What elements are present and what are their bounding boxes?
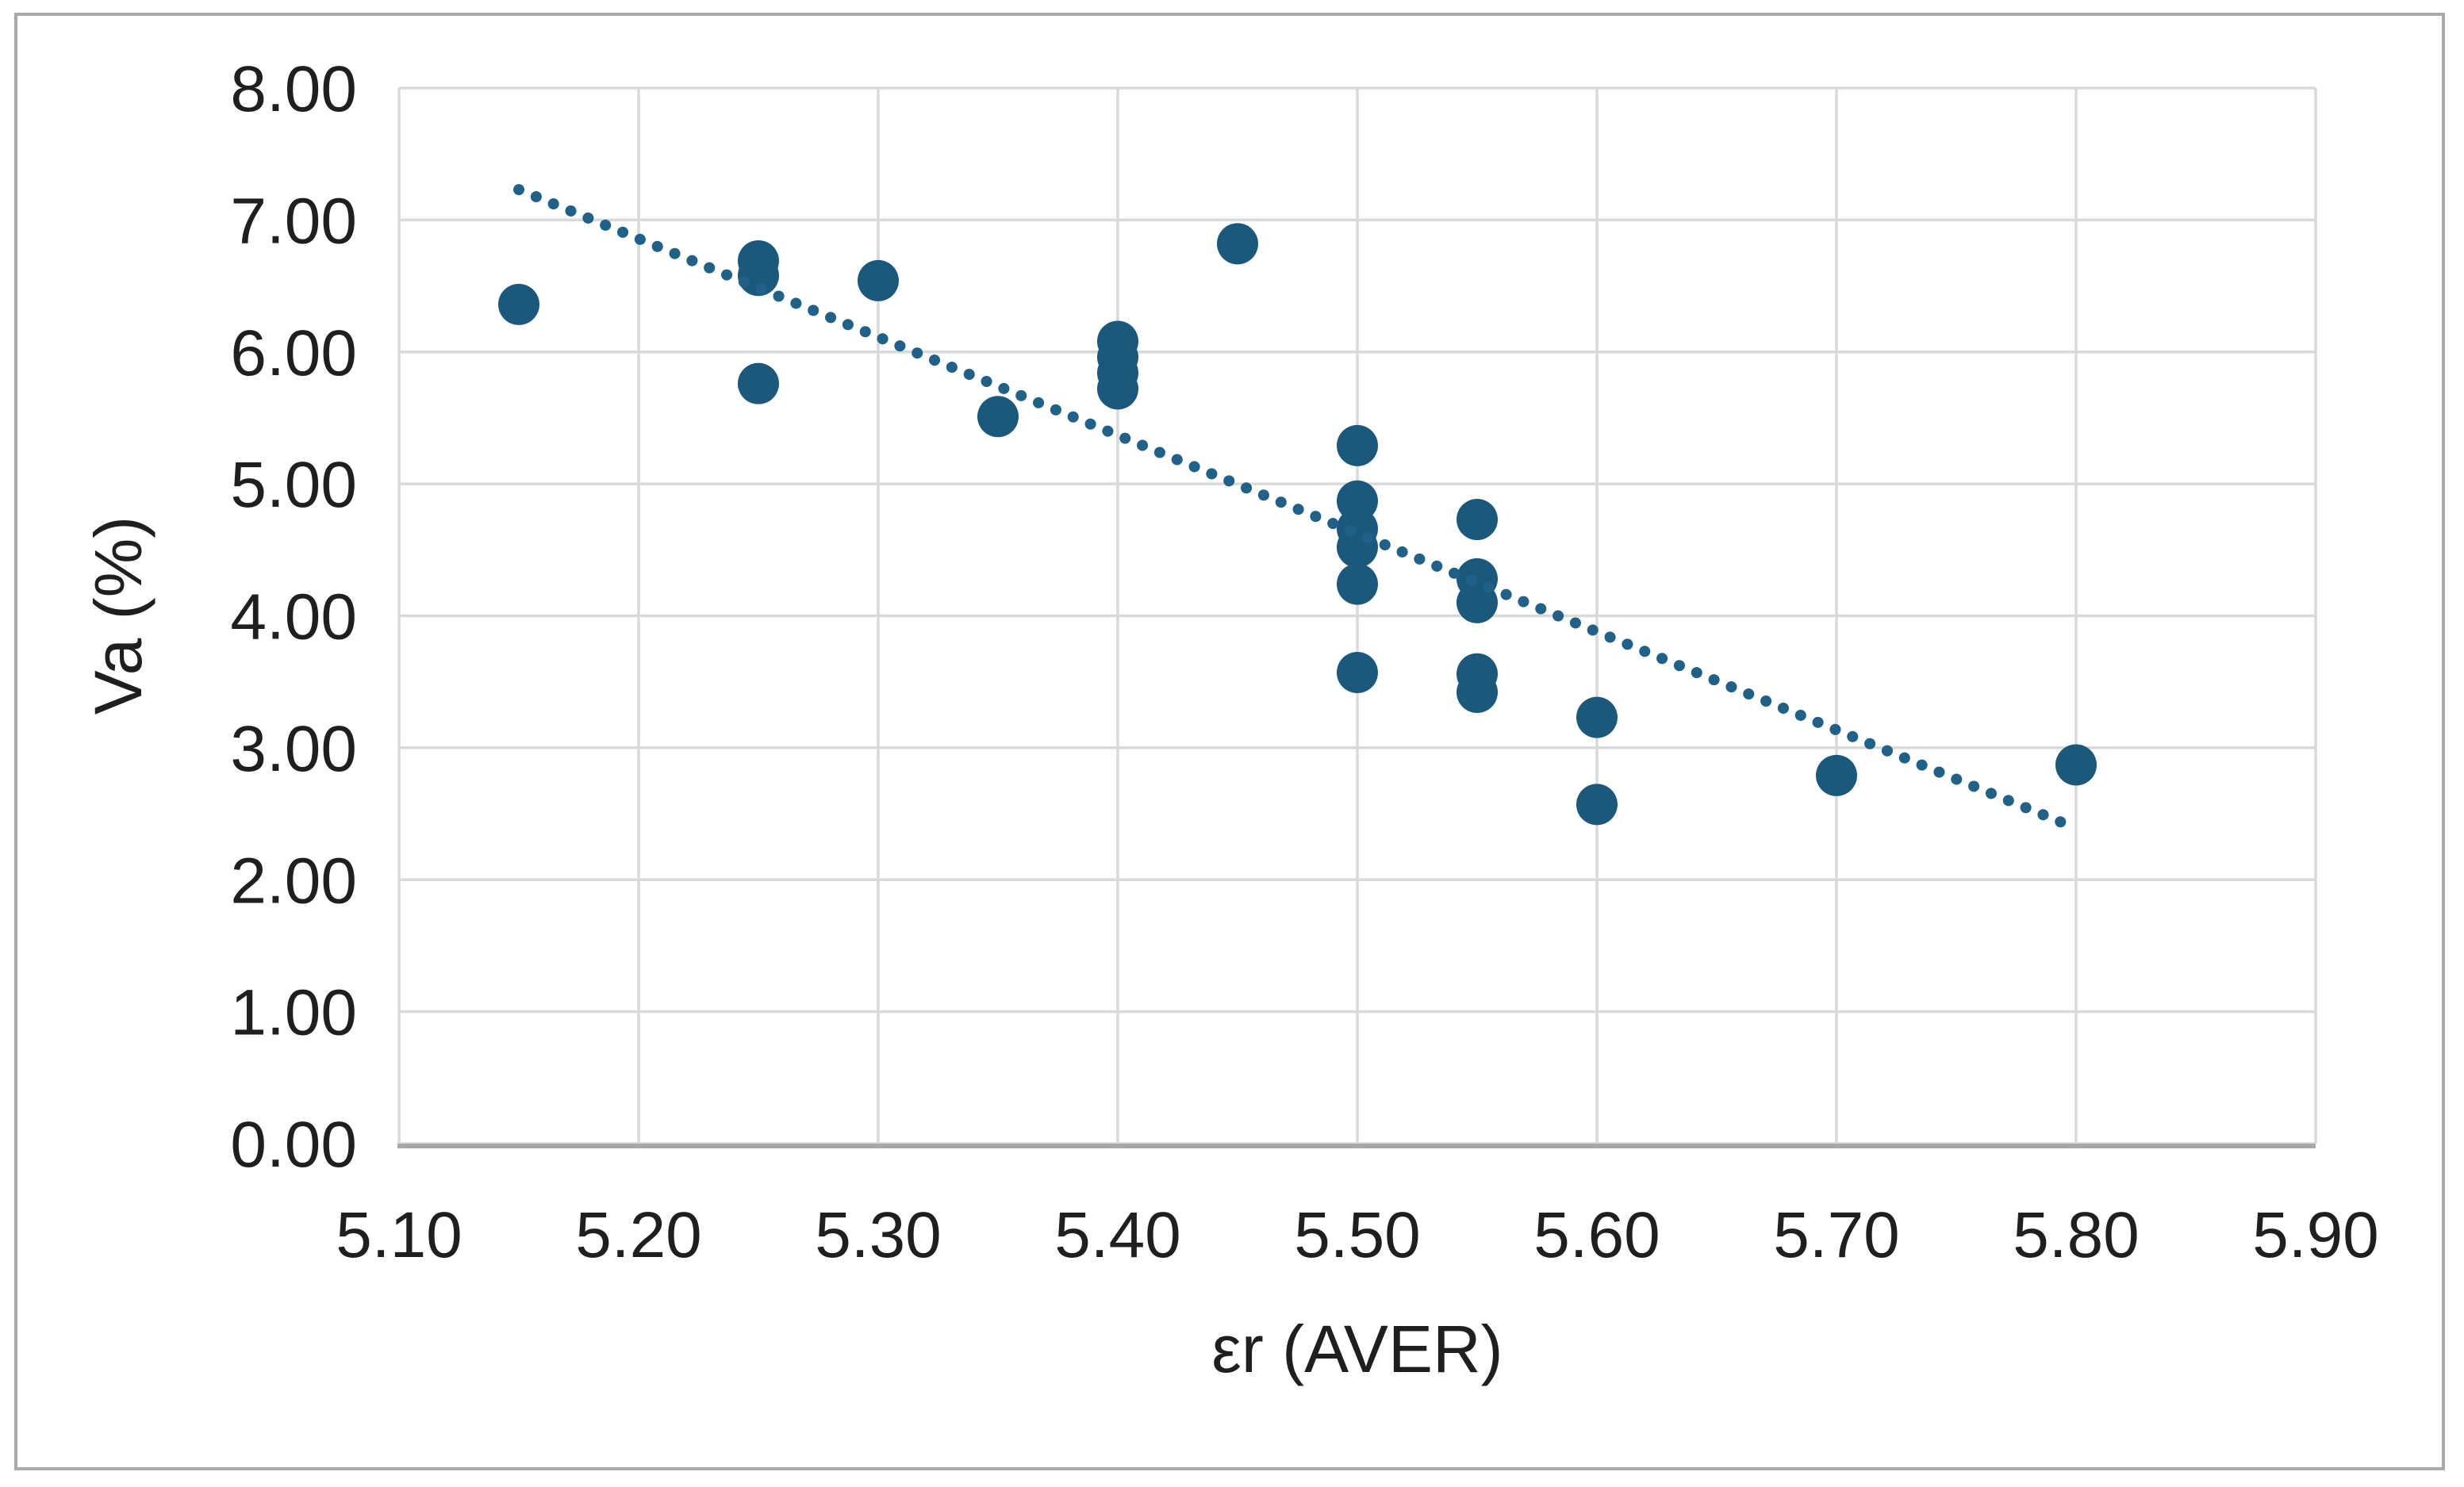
data-point bbox=[1337, 652, 1378, 694]
y-tick-labels: 0.00 1.00 2.00 3.00 4.00 5.00 6.00 7.00 8.00 bbox=[230, 53, 357, 1181]
x-tick-label: 5.30 bbox=[815, 1199, 942, 1271]
x-tick-label: 5.40 bbox=[1054, 1199, 1181, 1271]
y-tick-label: 8.00 bbox=[230, 53, 357, 125]
data-point bbox=[1217, 223, 1258, 265]
y-tick-label: 1.00 bbox=[230, 977, 357, 1049]
data-point bbox=[1097, 368, 1138, 410]
gridlines bbox=[397, 86, 2317, 1145]
y-tick-label: 5.00 bbox=[230, 449, 357, 521]
data-point bbox=[1337, 563, 1378, 605]
data-point bbox=[2055, 744, 2097, 786]
data-point bbox=[738, 362, 779, 404]
x-tick-labels: 5.10 5.20 5.30 5.40 5.50 5.60 5.70 5.80 5.90 bbox=[336, 1199, 2379, 1271]
data-point bbox=[1457, 499, 1498, 541]
y-tick-label: 6.00 bbox=[230, 317, 357, 389]
data-point bbox=[977, 396, 1019, 438]
data-point bbox=[1816, 754, 1857, 796]
data-point bbox=[1576, 696, 1618, 738]
x-tick-label: 5.20 bbox=[575, 1199, 702, 1271]
data-points bbox=[498, 223, 2097, 826]
y-tick-label: 2.00 bbox=[230, 845, 357, 917]
y-tick-label: 3.00 bbox=[230, 713, 357, 785]
data-point bbox=[1576, 784, 1618, 826]
x-tick-label: 5.70 bbox=[1773, 1199, 1900, 1271]
data-point bbox=[1337, 526, 1378, 568]
trendline-group bbox=[513, 184, 2082, 834]
x-axis-title: εr (AVER) bbox=[1211, 1312, 1503, 1386]
data-point bbox=[858, 259, 899, 301]
x-tick-label: 5.60 bbox=[1533, 1199, 1660, 1271]
x-tick-label: 5.10 bbox=[336, 1199, 462, 1271]
data-point bbox=[1457, 671, 1498, 713]
y-tick-label: 4.00 bbox=[230, 581, 357, 653]
x-tick-label: 5.50 bbox=[1294, 1199, 1421, 1271]
x-tick-label: 5.90 bbox=[2252, 1199, 2379, 1271]
trendline bbox=[513, 184, 2082, 834]
y-axis-title: Va (%) bbox=[81, 516, 155, 715]
y-tick-label: 0.00 bbox=[230, 1109, 357, 1181]
y-tick-label: 7.00 bbox=[230, 185, 357, 257]
data-point bbox=[1337, 424, 1378, 466]
data-point bbox=[498, 283, 539, 325]
x-tick-label: 5.80 bbox=[2013, 1199, 2140, 1271]
